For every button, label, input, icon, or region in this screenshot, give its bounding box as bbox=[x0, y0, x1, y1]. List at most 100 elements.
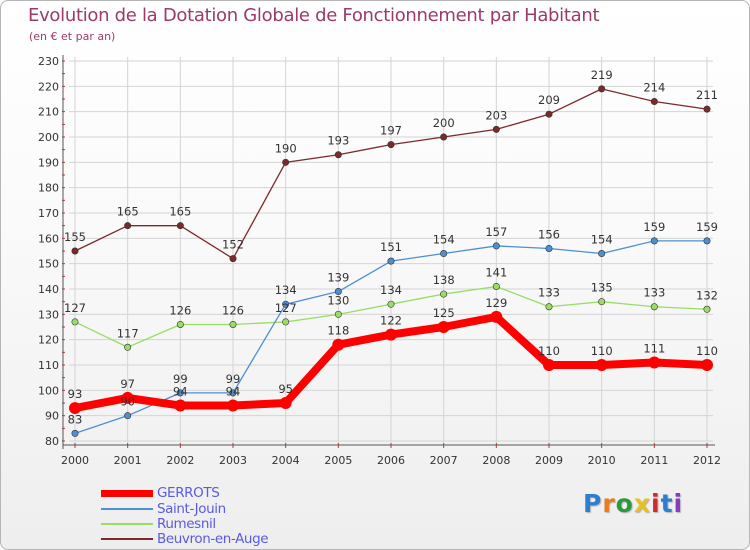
x-tick-label: 2010 bbox=[588, 454, 616, 467]
y-tick-label: 130 bbox=[38, 308, 59, 321]
y-tick-label: 100 bbox=[38, 384, 59, 397]
data-point-gerrots bbox=[701, 359, 713, 371]
legend-swatch-gerrots bbox=[101, 490, 153, 497]
data-point-gerrots bbox=[279, 397, 292, 409]
x-tick-label: 2009 bbox=[535, 454, 563, 467]
data-point-saint-jouin bbox=[71, 429, 79, 437]
y-tick-label: 220 bbox=[38, 80, 59, 93]
data-label-rumesnil: 132 bbox=[696, 288, 718, 302]
data-label-gerrots: 111 bbox=[643, 341, 665, 355]
data-label-saint-jouin: 151 bbox=[380, 240, 402, 254]
data-label-rumesnil: 135 bbox=[591, 281, 613, 295]
y-tick-label: 160 bbox=[38, 232, 59, 245]
data-label-rumesnil: 127 bbox=[275, 301, 297, 315]
y-tick-label: 80 bbox=[45, 435, 59, 448]
data-label-saint-jouin: 99 bbox=[173, 372, 188, 386]
data-label-gerrots: 122 bbox=[380, 314, 402, 328]
data-point-rumesnil bbox=[703, 305, 711, 313]
data-point-saint-jouin bbox=[703, 237, 711, 245]
data-point-rumesnil bbox=[598, 298, 606, 306]
chart-title: Evolution de la Dotation Globale de Fonc… bbox=[28, 5, 600, 26]
data-point-beuvron-en-auge bbox=[703, 105, 711, 113]
y-tick-label: 110 bbox=[38, 359, 59, 372]
data-label-gerrots: 129 bbox=[485, 296, 507, 310]
data-point-rumesnil bbox=[229, 320, 237, 328]
data-point-rumesnil bbox=[334, 310, 342, 318]
data-point-gerrots bbox=[437, 321, 450, 333]
data-label-gerrots: 118 bbox=[327, 324, 349, 338]
data-point-rumesnil bbox=[124, 343, 132, 351]
y-tick-label: 190 bbox=[38, 156, 59, 169]
data-label-beuvron-en-auge: 211 bbox=[696, 88, 718, 102]
grid bbox=[69, 57, 713, 445]
data-label-beuvron-en-auge: 209 bbox=[538, 93, 560, 107]
logo-letter: i bbox=[673, 489, 684, 518]
data-label-rumesnil: 127 bbox=[64, 301, 86, 315]
data-label-gerrots: 97 bbox=[120, 377, 135, 391]
data-label-beuvron-en-auge: 165 bbox=[169, 205, 191, 219]
data-label-saint-jouin: 134 bbox=[275, 283, 297, 297]
data-point-saint-jouin bbox=[334, 288, 342, 296]
x-tick-label: 2005 bbox=[324, 454, 352, 467]
data-point-beuvron-en-auge bbox=[492, 125, 500, 133]
data-point-beuvron-en-auge bbox=[124, 222, 132, 230]
data-label-beuvron-en-auge: 190 bbox=[275, 141, 297, 155]
data-point-gerrots bbox=[543, 359, 555, 371]
data-point-saint-jouin bbox=[545, 244, 553, 252]
x-tick-label: 2011 bbox=[640, 454, 668, 467]
data-point-saint-jouin bbox=[492, 242, 500, 250]
data-point-beuvron-en-auge bbox=[650, 98, 658, 106]
logo-letter: r bbox=[602, 489, 616, 518]
legend-swatch-saint-jouin bbox=[101, 508, 153, 510]
data-label-beuvron-en-auge: 214 bbox=[643, 81, 665, 95]
legend-label-saint-jouin: Saint-Jouin bbox=[157, 501, 226, 517]
data-label-beuvron-en-auge: 200 bbox=[433, 116, 455, 130]
data-label-gerrots: 125 bbox=[433, 306, 455, 320]
data-labels: 93 97 94 94 95 118 122 125 129 110 110 111 110 83 90 99… bbox=[64, 68, 718, 427]
legend-label-beuvron-en-auge: Beuvron-en-Auge bbox=[157, 531, 269, 547]
x-tick-label: 2000 bbox=[61, 454, 89, 467]
data-label-saint-jouin: 83 bbox=[68, 412, 83, 426]
x-tick-label: 2008 bbox=[482, 454, 510, 467]
data-label-beuvron-en-auge: 219 bbox=[591, 68, 613, 82]
axes: 80 90 100 110 120 130 140 150 160 170 180 190 200 210… bbox=[38, 55, 721, 467]
data-label-gerrots: 93 bbox=[68, 387, 83, 401]
data-label-beuvron-en-auge: 197 bbox=[380, 124, 402, 138]
data-label-beuvron-en-auge: 203 bbox=[485, 108, 507, 122]
x-tick-label: 2007 bbox=[430, 454, 458, 467]
data-label-rumesnil: 133 bbox=[643, 286, 665, 300]
legend-swatch-beuvron-en-auge bbox=[101, 538, 153, 540]
data-point-gerrots bbox=[332, 338, 345, 351]
data-point-gerrots bbox=[385, 328, 397, 341]
data-point-beuvron-en-auge bbox=[282, 158, 290, 166]
data-label-rumesnil: 134 bbox=[380, 283, 402, 297]
data-point-rumesnil bbox=[440, 290, 448, 298]
data-label-beuvron-en-auge: 193 bbox=[327, 134, 349, 148]
y-tick-label: 120 bbox=[38, 334, 59, 347]
data-label-saint-jouin: 154 bbox=[591, 233, 613, 247]
data-label-gerrots: 94 bbox=[226, 385, 241, 399]
logo-letter: t bbox=[660, 489, 674, 518]
data-label-saint-jouin: 156 bbox=[538, 227, 560, 241]
x-tick-label: 2003 bbox=[219, 454, 247, 467]
legend-label-rumesnil: Rumesnil bbox=[157, 516, 216, 532]
data-label-beuvron-en-auge: 152 bbox=[222, 238, 244, 252]
legend-label-gerrots: GERROTS bbox=[157, 485, 220, 501]
x-tick-label: 2004 bbox=[272, 454, 300, 467]
chart-subtitle: (en € et par an) bbox=[29, 30, 116, 43]
data-point-gerrots bbox=[174, 399, 187, 412]
data-point-saint-jouin bbox=[282, 300, 290, 308]
y-tick-label: 170 bbox=[38, 207, 59, 220]
data-label-saint-jouin: 90 bbox=[120, 395, 135, 409]
logo-letter: o bbox=[615, 489, 634, 518]
data-label-rumesnil: 130 bbox=[327, 293, 349, 307]
series-lines bbox=[69, 85, 713, 437]
data-point-gerrots bbox=[69, 402, 81, 415]
y-tick-label: 200 bbox=[38, 131, 59, 144]
data-point-beuvron-en-auge bbox=[176, 222, 184, 230]
data-point-saint-jouin bbox=[124, 412, 132, 420]
data-label-saint-jouin: 154 bbox=[433, 233, 455, 247]
data-point-beuvron-en-auge bbox=[229, 255, 237, 263]
